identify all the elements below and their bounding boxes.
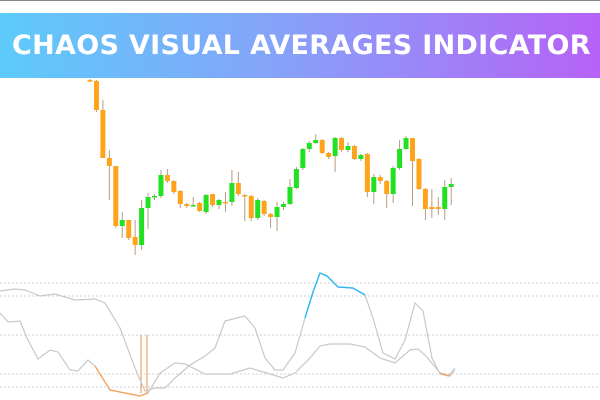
bullish-candle	[442, 187, 448, 209]
bearish-candle	[422, 189, 428, 209]
bearish-candle	[326, 153, 332, 157]
bearish-candle	[248, 196, 254, 218]
bullish-candle	[332, 138, 338, 156]
bearish-candle	[106, 158, 112, 166]
bullish-candle	[345, 146, 351, 150]
bearish-candle	[435, 207, 441, 209]
bullish-candle	[152, 196, 157, 198]
bearish-candle	[87, 80, 93, 82]
bearish-candle	[184, 204, 190, 206]
signal-highlight-line	[94, 365, 149, 397]
bullish-candle	[203, 195, 209, 212]
bearish-candle	[113, 166, 119, 226]
bullish-candle	[274, 207, 280, 217]
bullish-candle	[158, 175, 164, 196]
bearish-candle	[268, 214, 274, 217]
bullish-candle	[358, 155, 364, 159]
slow-average-line	[0, 312, 456, 397]
bullish-candle	[448, 184, 454, 187]
banner-title: CHAOS VISUAL AVERAGES INDICATOR	[12, 30, 591, 61]
bullish-candle	[306, 143, 312, 149]
bullish-candle	[397, 149, 403, 168]
bullish-candle	[145, 197, 151, 208]
bullish-candle	[313, 140, 319, 143]
bearish-candle	[132, 237, 138, 245]
bullish-candle	[139, 208, 145, 245]
signal-highlight-line	[439, 372, 451, 377]
bullish-candle	[300, 149, 306, 168]
bearish-candle	[377, 177, 383, 181]
bearish-candle	[384, 181, 390, 194]
bearish-candle	[364, 154, 370, 192]
signal-highlight-line	[304, 272, 366, 319]
top-border	[0, 0, 600, 1]
bearish-candle	[235, 183, 241, 194]
bearish-candle	[171, 181, 177, 192]
bullish-candle	[281, 204, 286, 207]
bullish-candle	[403, 138, 409, 149]
bearish-candle	[319, 140, 325, 153]
bearish-candle	[177, 191, 183, 204]
bearish-candle	[126, 220, 132, 238]
bullish-candle	[255, 200, 261, 218]
bearish-candle	[261, 201, 267, 214]
bearish-candle	[222, 202, 228, 204]
bearish-candle	[93, 81, 99, 110]
bearish-candle	[429, 207, 435, 209]
bearish-candle	[197, 203, 203, 211]
bullish-candle	[390, 168, 396, 194]
bullish-candle	[287, 187, 293, 204]
bearish-candle	[100, 110, 106, 158]
title-banner: CHAOS VISUAL AVERAGES INDICATOR	[0, 13, 600, 78]
bullish-candle	[229, 183, 235, 202]
bullish-candle	[190, 205, 196, 207]
bullish-candle	[293, 169, 299, 188]
bearish-candle	[242, 195, 248, 197]
bullish-candle	[119, 220, 125, 226]
bearish-candle	[210, 194, 216, 205]
bearish-candle	[164, 175, 170, 181]
bearish-candle	[351, 146, 357, 159]
bullish-candle	[216, 200, 222, 205]
fast-average-line	[0, 272, 456, 392]
bearish-candle	[416, 159, 422, 189]
bearish-candle	[339, 138, 345, 150]
bullish-candle	[371, 177, 377, 192]
bearish-candle	[410, 138, 415, 161]
